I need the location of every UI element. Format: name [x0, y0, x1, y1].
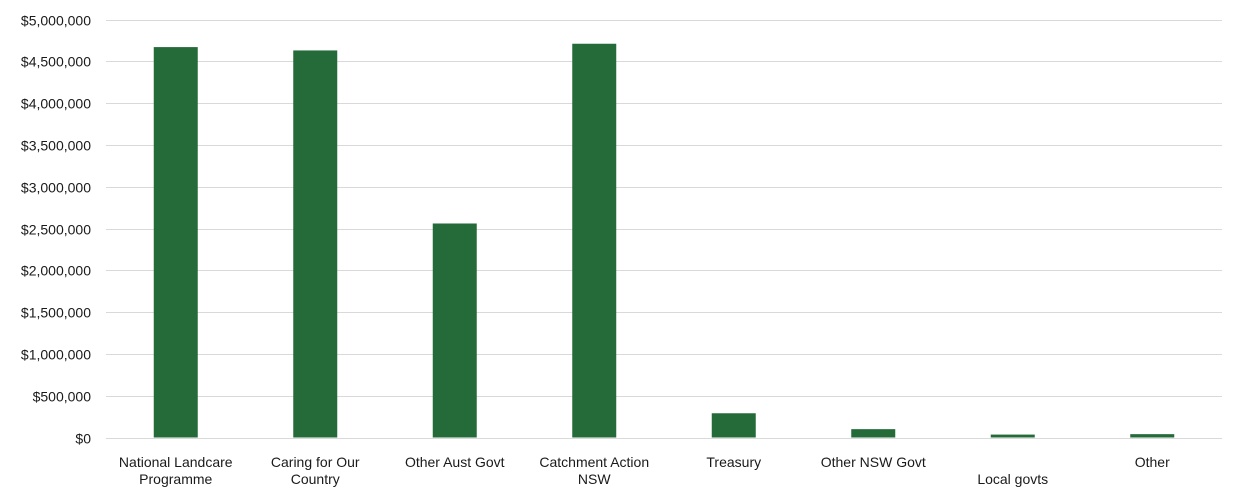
bar: [851, 429, 896, 438]
bar: [432, 223, 477, 438]
y-tick-label: $0: [75, 431, 91, 447]
x-tick-label-line: Local govts: [977, 471, 1048, 487]
x-tick-label: Treasury: [706, 454, 761, 470]
bar: [153, 47, 198, 438]
x-tick-label-line: Catchment Action: [539, 454, 649, 470]
bar: [572, 43, 617, 438]
y-tick-label: $3,000,000: [21, 180, 91, 196]
x-tick-label-line: National Landcare: [119, 454, 233, 470]
y-tick-label: $2,000,000: [21, 263, 91, 279]
y-tick-label: $1,000,000: [21, 347, 91, 363]
x-tick-label: Other: [1135, 454, 1170, 470]
gridlines: [106, 20, 1222, 439]
y-tick-label: $500,000: [33, 389, 92, 405]
x-tick-label-line: Caring for Our: [271, 454, 360, 470]
y-tick-label: $2,500,000: [21, 222, 91, 238]
x-tick-label: Other Aust Govt: [405, 454, 505, 470]
x-tick-label: Local govts: [977, 471, 1048, 487]
x-axis-category-labels: National Landcare Programme Caring for Our…: [119, 454, 1170, 487]
y-tick-label: $1,500,000: [21, 305, 91, 321]
x-tick-label-line: Programme: [139, 471, 212, 487]
y-tick-label: $4,500,000: [21, 54, 91, 70]
bar: [293, 50, 338, 438]
y-axis-tick-labels: $0 $500,000 $1,000,000 $1,500,000 $2,000,000…: [21, 13, 91, 447]
x-tick-label: Other NSW Govt: [821, 454, 926, 470]
x-tick-label-line: Treasury: [706, 454, 761, 470]
x-tick-label-line: Other NSW Govt: [821, 454, 926, 470]
y-tick-label: $5,000,000: [21, 13, 91, 29]
y-tick-label: $3,500,000: [21, 138, 91, 154]
bar: [711, 413, 756, 438]
x-tick-label: National Landcare Programme: [119, 454, 233, 487]
x-tick-label-line: Other Aust Govt: [405, 454, 505, 470]
x-tick-label-line: NSW: [578, 471, 611, 487]
bars: [153, 43, 1175, 438]
x-tick-label: Catchment Action NSW: [539, 454, 649, 487]
x-tick-label: Caring for Our Country: [271, 454, 360, 487]
bar: [990, 434, 1035, 438]
x-tick-label-line: Country: [291, 471, 340, 487]
bar: [1130, 434, 1175, 438]
x-tick-label-line: Other: [1135, 454, 1170, 470]
y-tick-label: $4,000,000: [21, 96, 91, 112]
